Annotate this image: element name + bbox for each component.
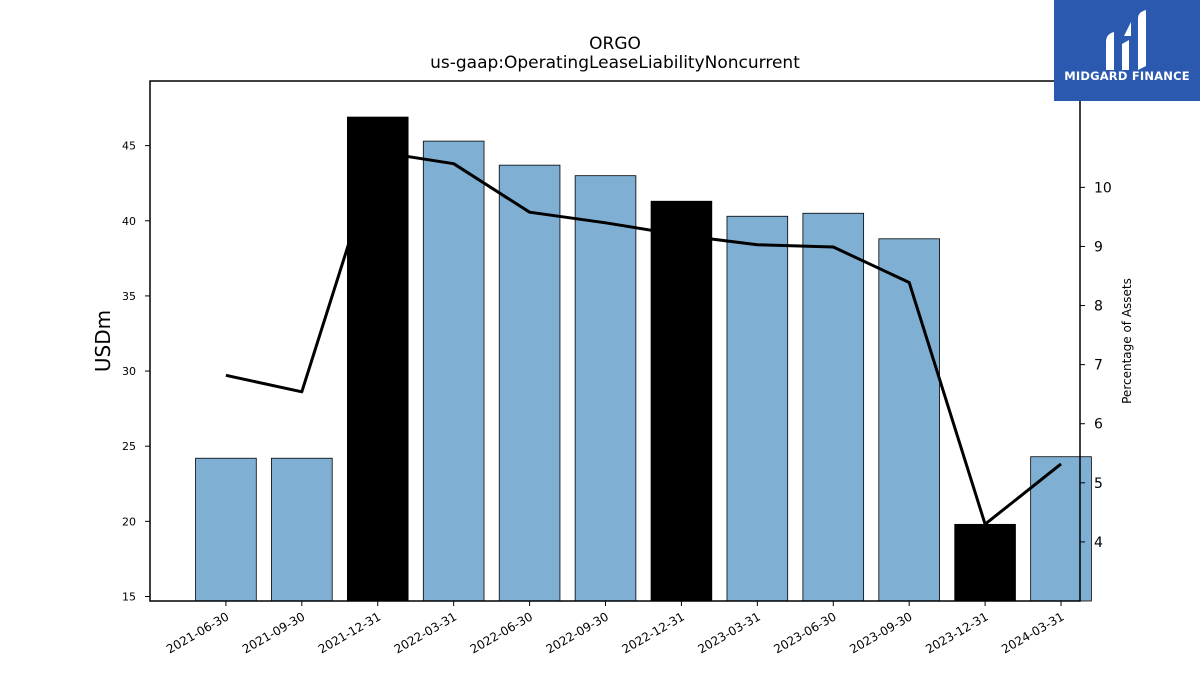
x-tick-label: 2021-12-31 [316,609,383,656]
bar-2022-06-30 [498,164,561,602]
y-tick-label: 40 [122,215,136,228]
x-tick-label: 2024-03-31 [999,609,1066,656]
y-tick-label: 25 [122,440,136,453]
y2-tick-label: 4 [1094,535,1103,551]
x-tick-label: 2021-06-30 [164,609,231,656]
line-group [225,150,1062,526]
y-tick-label: 45 [122,140,136,153]
x-axis: 2021-06-30 2021-09-30 2021-12-31 2022-03-31… [164,601,1067,656]
logo-mark-icon [1054,0,1200,101]
x-tick-label: 2022-12-31 [620,609,687,656]
y2-tick-label: 7 [1094,358,1103,374]
bar-2022-12-31 [650,200,713,602]
bar-2022-09-30 [574,175,637,602]
y-axis-label: USDm [91,310,115,372]
y2-tick-label: 10 [1094,180,1112,196]
percent-line [225,150,1062,526]
bar-2023-09-30 [878,238,940,602]
x-tick-label: 2023-12-31 [923,609,990,656]
y-tick-label: 20 [122,515,136,528]
x-tick-label: 2022-09-30 [544,609,611,656]
brand-logo: MIDGARD FINANCE [1054,0,1200,101]
x-tick-label: 2023-06-30 [771,609,838,656]
y2-axis-label: Percentage of Assets [1120,278,1134,404]
y2-tick-label: 8 [1094,299,1103,315]
x-tick-label: 2023-03-31 [695,609,762,656]
bar-2022-03-31 [422,140,485,602]
x-tick-label: 2021-09-30 [240,609,307,656]
y-tick-label: 15 [122,590,136,603]
y2-tick-label: 9 [1094,239,1103,255]
y2-tick-label: 6 [1094,417,1103,433]
x-tick-label: 2022-06-30 [468,609,535,656]
x-tick-label: 2022-03-31 [392,609,459,656]
left-axis: 15 20 25 30 35 40 45 [122,140,150,603]
x-tick-label: 2023-09-30 [847,609,914,656]
plot-frame [149,80,1081,602]
y-tick-label: 35 [122,290,136,303]
bar-2023-06-30 [802,212,865,602]
y2-tick-label: 5 [1094,476,1103,492]
bar-2023-12-31 [954,523,1016,602]
bar-2021-12-31 [346,116,409,602]
brand-name: MIDGARD FINANCE [1064,69,1190,83]
chart-title: ORGO [589,34,641,54]
bar-2021-09-30 [271,457,333,602]
bar-2024-03-31 [1030,456,1092,602]
bar-2023-03-31 [726,215,789,602]
right-axis: 4 5 6 7 8 9 10 [1080,180,1112,551]
y-tick-label: 30 [122,365,136,378]
chart-subtitle: us-gaap:OperatingLeaseLiabilityNoncurren… [430,53,800,73]
bar-group [195,116,1092,602]
bar-2021-06-30 [195,457,257,602]
